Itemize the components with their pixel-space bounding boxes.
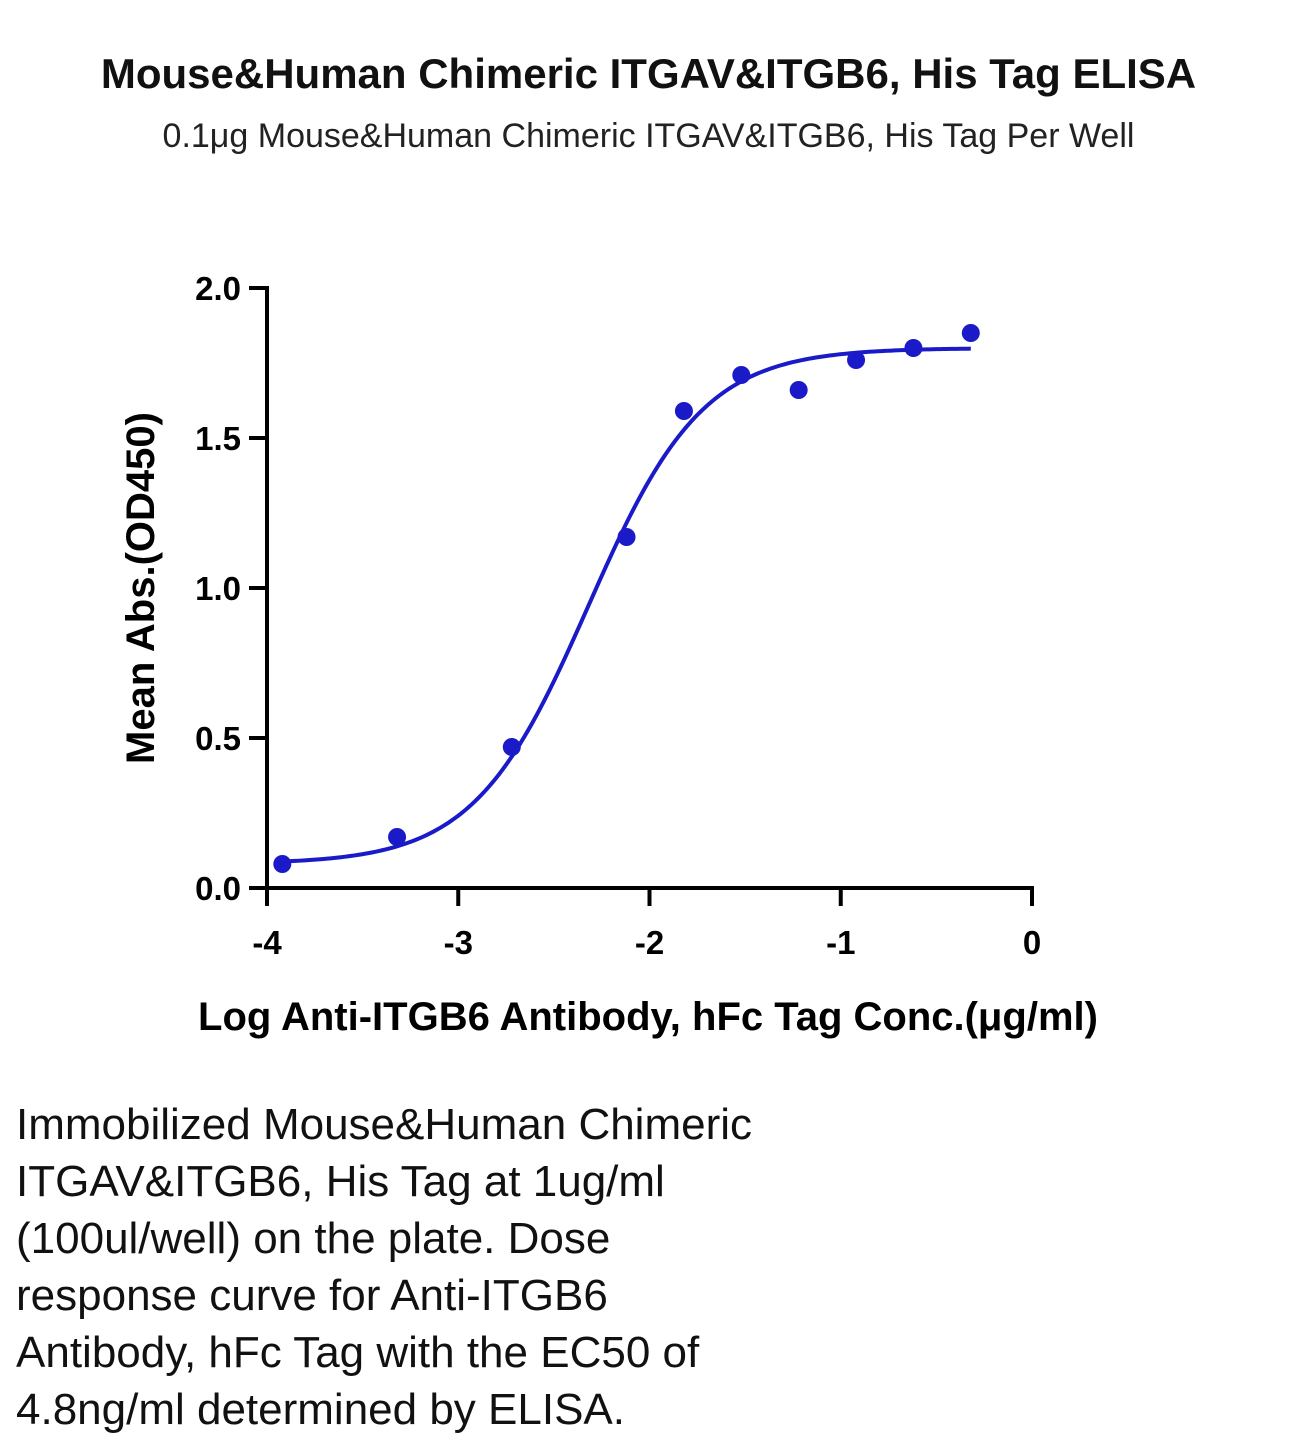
fit-curve [282, 346, 971, 864]
chart-title: Mouse&Human Chimeric ITGAV&ITGB6, His Ta… [100, 50, 1197, 97]
figure-caption: Immobilized Mouse&Human Chimeric ITGAV&I… [16, 1100, 753, 1434]
data-point [847, 351, 866, 369]
data-point [388, 828, 407, 846]
x-tick-label: -4 [252, 924, 282, 961]
data-point [789, 381, 808, 399]
data-point [904, 339, 923, 357]
data-point [732, 366, 751, 384]
y-tick-label: 2.0 [195, 270, 241, 307]
y-tick-label: 1.5 [195, 420, 241, 457]
data-point [273, 855, 292, 873]
x-tick-label: -3 [444, 924, 473, 961]
chart-axes: 0.0 0.5 1.0 1.5 2.0 -4 -3 -2 -1 0 [195, 270, 1041, 961]
y-tick-label: 0.5 [195, 720, 241, 757]
data-point [961, 324, 980, 342]
data-point [502, 738, 521, 756]
y-tick-label: 0.0 [195, 870, 241, 907]
x-tick-label: -2 [635, 924, 664, 961]
y-tick-label: 1.0 [195, 570, 241, 607]
data-point [617, 528, 636, 546]
elisa-chart: 0.0 0.5 1.0 1.5 2.0 -4 -3 -2 -1 0 Log Anti-ITGB6 … [119, 270, 1098, 1039]
x-tick-label: -1 [826, 924, 855, 961]
data-points-group [273, 324, 980, 873]
y-axis-title: Mean Abs.(OD450) [119, 412, 163, 764]
x-axis-title: Log Anti-ITGB6 Antibody, hFc Tag Conc.(μ… [198, 995, 1098, 1039]
chart-subtitle: 0.1μg Mouse&Human Chimeric ITGAV&ITGB6, … [162, 117, 1135, 155]
data-point [674, 402, 693, 420]
x-tick-label: 0 [1023, 924, 1041, 961]
fit-curve-group [282, 346, 971, 864]
